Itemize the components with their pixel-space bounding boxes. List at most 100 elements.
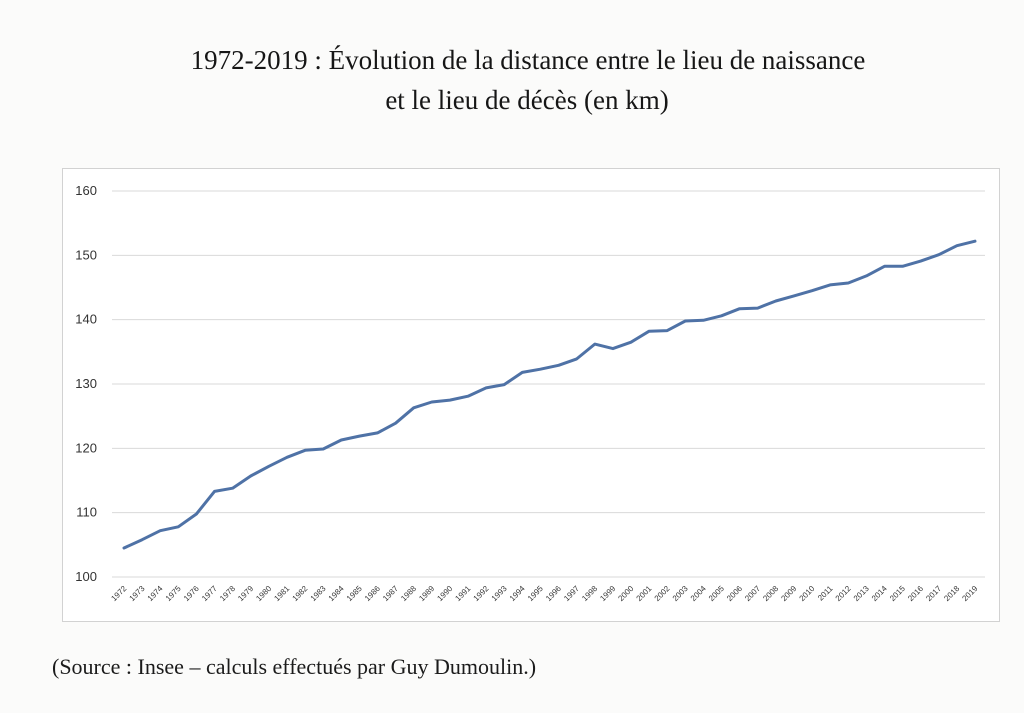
y-tick-label: 120 xyxy=(75,440,97,455)
x-tick-label: 1984 xyxy=(327,584,346,603)
data-point xyxy=(213,490,216,493)
x-tick-label: 2010 xyxy=(798,584,817,603)
x-tick-label: 1972 xyxy=(109,584,128,603)
x-tick-label: 1995 xyxy=(526,584,545,603)
x-tick-label: 1981 xyxy=(272,584,291,603)
data-point xyxy=(285,456,288,459)
data-point xyxy=(919,260,922,263)
x-tick-label: 2018 xyxy=(942,584,961,603)
data-point xyxy=(666,329,669,332)
data-point xyxy=(847,281,850,284)
data-point xyxy=(629,341,632,344)
data-point xyxy=(575,357,578,360)
x-tick-label: 1986 xyxy=(363,584,382,603)
data-point xyxy=(141,538,144,541)
x-tick-label: 1982 xyxy=(291,584,310,603)
x-tick-label: 1989 xyxy=(417,584,436,603)
x-tick-label: 1980 xyxy=(254,584,273,603)
data-point xyxy=(955,244,958,247)
series-layer xyxy=(122,239,977,550)
data-point xyxy=(430,401,433,404)
data-point xyxy=(448,399,451,402)
data-point xyxy=(467,395,470,398)
data-point xyxy=(593,343,596,346)
data-point xyxy=(322,447,325,450)
series-line xyxy=(122,239,977,550)
data-point xyxy=(503,383,506,386)
data-point xyxy=(684,319,687,322)
y-tick-label: 140 xyxy=(75,312,97,327)
y-tick-label: 150 xyxy=(75,247,97,262)
data-point xyxy=(702,319,705,322)
data-point xyxy=(159,529,162,532)
x-tick-label: 1997 xyxy=(562,584,581,603)
data-point xyxy=(883,265,886,268)
data-point xyxy=(611,347,614,350)
x-tick-label: 1987 xyxy=(381,584,400,603)
chart-frame xyxy=(62,168,1000,622)
source-note: (Source : Insee – calculs effectués par … xyxy=(52,654,537,679)
data-point xyxy=(394,422,397,425)
x-tick-label: 1983 xyxy=(309,584,328,603)
x-tick-label: 2013 xyxy=(852,584,871,603)
data-point xyxy=(123,547,125,550)
data-point xyxy=(231,487,234,490)
x-tick-label: 1979 xyxy=(236,584,255,603)
y-axis-ticks: 100 110 120 130 140 150 160 xyxy=(75,183,97,584)
data-point xyxy=(267,465,270,468)
x-tick-label: 1975 xyxy=(164,584,183,603)
x-tick-label: 2009 xyxy=(779,584,798,603)
x-tick-label: 1994 xyxy=(508,584,527,603)
data-point xyxy=(195,512,198,515)
data-point xyxy=(648,330,651,333)
y-tick-label: 110 xyxy=(76,505,97,520)
chart-title-line-1: 1972-2019 : Évolution de la distance ent… xyxy=(190,45,866,75)
data-point xyxy=(738,307,741,310)
data-point xyxy=(249,474,252,477)
x-tick-label: 1978 xyxy=(218,584,237,603)
x-tick-label: 2001 xyxy=(635,584,654,603)
data-point xyxy=(539,368,542,371)
x-tick-label: 2002 xyxy=(653,584,672,603)
data-point xyxy=(412,406,415,409)
data-point xyxy=(340,438,343,441)
data-point xyxy=(376,431,379,434)
data-point xyxy=(774,300,777,303)
data-point xyxy=(177,525,180,528)
x-tick-label: 2017 xyxy=(924,584,943,603)
data-point xyxy=(811,289,814,292)
y-tick-label: 130 xyxy=(75,376,97,391)
data-point xyxy=(792,294,795,297)
x-tick-label: 2000 xyxy=(616,584,635,603)
data-point xyxy=(720,314,723,317)
x-tick-label: 2012 xyxy=(834,584,853,603)
x-tick-label: 2019 xyxy=(960,584,979,603)
data-point xyxy=(358,435,361,438)
x-tick-label: 2003 xyxy=(671,584,690,603)
x-tick-label: 2016 xyxy=(906,584,925,603)
x-tick-label: 2011 xyxy=(816,584,835,603)
data-point xyxy=(521,371,524,374)
x-tick-label: 2004 xyxy=(689,584,708,603)
gridlines xyxy=(112,190,985,578)
data-point xyxy=(557,364,560,367)
x-tick-label: 1973 xyxy=(128,584,147,603)
x-tick-label: 1974 xyxy=(146,584,165,603)
x-tick-label: 1993 xyxy=(490,584,509,603)
x-tick-label: 2008 xyxy=(761,584,780,603)
x-tick-label: 2007 xyxy=(743,584,762,603)
x-tick-label: 1996 xyxy=(544,584,563,603)
chart-title: 1972-2019 : Évolution de la distance ent… xyxy=(0,40,1024,120)
x-tick-label: 1998 xyxy=(580,584,599,603)
y-tick-label: 100 xyxy=(75,569,97,584)
data-point xyxy=(485,386,488,389)
data-point xyxy=(304,449,307,452)
data-point xyxy=(974,240,976,243)
data-point xyxy=(829,283,832,286)
x-tick-label: 1999 xyxy=(598,584,617,603)
data-point xyxy=(901,265,904,268)
data-point xyxy=(865,274,868,277)
x-axis-ticks: 1972 1973 1974 1975 1976 1977 1978 1979 1980 1981… xyxy=(109,584,979,603)
x-tick-label: 1985 xyxy=(345,584,364,603)
